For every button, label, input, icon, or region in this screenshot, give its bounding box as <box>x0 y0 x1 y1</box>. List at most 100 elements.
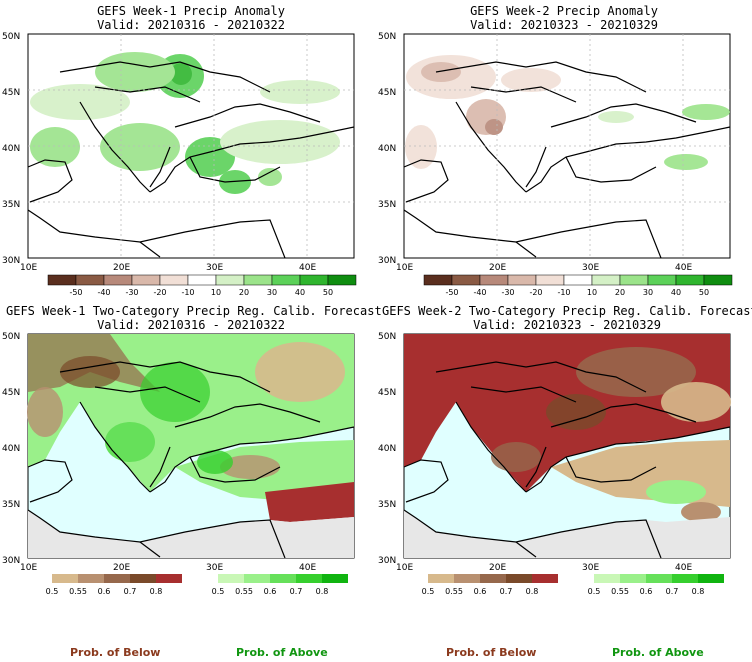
lon-label: 40E <box>299 563 316 572</box>
anomaly-colorbar-left: -50 -40 -30 -20 -10 10 20 30 40 50 <box>47 274 357 297</box>
colorbar-tick-label: 0.7 <box>666 587 679 596</box>
colorbar-swatch <box>451 274 481 286</box>
colorbar-swatch <box>47 274 77 286</box>
panel-4-valid-text: Valid: 20210323 - 20210329 <box>473 318 661 332</box>
lat-label: 35N <box>378 200 396 210</box>
colorbar-tick-label: 0.55 <box>611 587 629 596</box>
prob-above-label-left: Prob. of Above <box>236 646 328 659</box>
panel-4-map: 50N 45N 40N 35N 30N 10E 20E 30E 40E <box>378 332 731 572</box>
panel-2-valid-text: Valid: 20210323 - 20210329 <box>470 18 658 32</box>
lat-label: 50N <box>378 332 396 342</box>
lat-label: 45N <box>2 88 20 98</box>
panel-4-title: GEFS Week-2 Two-Category Precip Reg. Cal… <box>382 304 752 332</box>
probability-shading <box>404 334 731 558</box>
colorbar-swatch <box>271 274 301 286</box>
colorbar-tick-label: 10 <box>211 288 221 297</box>
colorbar-swatch <box>594 574 620 583</box>
lon-label: 20E <box>113 563 130 572</box>
lat-label: 40N <box>2 444 20 454</box>
lon-label: 40E <box>675 263 692 272</box>
lat-label: 45N <box>378 88 396 98</box>
coastlines-borders <box>27 61 355 259</box>
prob-above-colorbar-right: 0.5 0.55 0.6 0.7 0.8 <box>588 574 724 596</box>
colorbar-tick-label: 40 <box>671 288 681 297</box>
colorbar-tick-label: -40 <box>97 288 110 297</box>
lat-label: 30N <box>2 556 20 566</box>
colorbar-swatch <box>218 574 244 583</box>
colorbar-swatch <box>270 574 296 583</box>
colorbar-swatch <box>322 574 348 583</box>
colorbar-swatch <box>104 574 130 583</box>
colorbar-tick-label: 0.7 <box>290 587 303 596</box>
colorbar-tick-label: 20 <box>615 288 625 297</box>
colorbar-swatch <box>535 274 565 286</box>
colorbar-tick-label: -40 <box>473 288 486 297</box>
colorbar-swatch <box>619 274 649 286</box>
colorbar-swatch <box>479 274 509 286</box>
colorbar-swatch <box>130 574 156 583</box>
panel-4-title-text: GEFS Week-2 Two-Category Precip Reg. Cal… <box>382 304 752 318</box>
colorbar-tick-label: 0.6 <box>474 587 487 596</box>
lon-label: 40E <box>299 263 316 272</box>
prob-below-colorbar-right: 0.5 0.55 0.6 0.7 0.8 <box>422 574 558 596</box>
prob-above-label-right: Prob. of Above <box>612 646 704 659</box>
colorbar-tick-label: 30 <box>267 288 277 297</box>
colorbar-tick-label: 0.6 <box>98 587 111 596</box>
colorbar-swatch <box>156 574 182 583</box>
lon-label: 10E <box>396 263 413 272</box>
lat-label: 45N <box>2 388 20 398</box>
prob-above-colorbar-left: 0.5 0.55 0.6 0.7 0.8 <box>212 574 348 596</box>
lat-label: 35N <box>2 200 20 210</box>
colorbar-swatch <box>296 574 322 583</box>
colorbar-tick-label: -50 <box>445 288 458 297</box>
lat-label: 35N <box>378 500 396 510</box>
colorbar-swatch <box>646 574 672 583</box>
colorbar-tick-label: 0.8 <box>526 587 539 596</box>
panel-2-title-text: GEFS Week-2 Precip Anomaly <box>470 4 658 18</box>
colorbar-swatch <box>563 274 593 286</box>
colorbar-tick-label: 50 <box>699 288 709 297</box>
colorbar-tick-label: -30 <box>125 288 138 297</box>
lon-label: 10E <box>20 263 37 272</box>
lat-label: 50N <box>2 32 20 42</box>
panel-1-valid-text: Valid: 20210316 - 20210322 <box>97 18 285 32</box>
colorbar-tick-label: 0.55 <box>235 587 253 596</box>
colorbar-tick-label: 0.55 <box>445 587 463 596</box>
colorbar-swatch <box>672 574 698 583</box>
colorbar-tick-label: 0.8 <box>316 587 329 596</box>
colorbar-swatch <box>75 274 105 286</box>
colorbar-tick-label: 0.7 <box>500 587 513 596</box>
colorbar-swatch <box>299 274 329 286</box>
colorbar-tick-label: 40 <box>295 288 305 297</box>
lat-label: 50N <box>2 332 20 342</box>
panel-2-map: 50N 45N 40N 35N 30N 10E 20E 30E 40E <box>378 32 731 272</box>
colorbar-swatch <box>243 274 273 286</box>
colorbar-swatch <box>507 274 537 286</box>
colorbar-swatch <box>532 574 558 583</box>
lat-label: 40N <box>378 444 396 454</box>
colorbar-swatch <box>159 274 189 286</box>
lat-label: 40N <box>378 144 396 154</box>
lon-label: 20E <box>113 263 130 272</box>
colorbar-swatch <box>647 274 677 286</box>
anomaly-colorbar-right: -50 -40 -30 -20 -10 10 20 30 40 50 <box>423 274 733 297</box>
lon-label: 20E <box>489 263 506 272</box>
colorbar-swatch <box>620 574 646 583</box>
colorbar-tick-label: -50 <box>69 288 82 297</box>
lon-label: 30E <box>206 563 223 572</box>
prob-below-colorbar-left: 0.5 0.55 0.6 0.7 0.8 <box>46 574 182 596</box>
colorbar-swatch <box>215 274 245 286</box>
lat-label: 35N <box>2 500 20 510</box>
lon-label: 30E <box>582 263 599 272</box>
lat-label: 40N <box>2 144 20 154</box>
lon-label: 10E <box>396 563 413 572</box>
colorbar-swatch <box>454 574 480 583</box>
colorbar-tick-label: 10 <box>587 288 597 297</box>
colorbar-swatch <box>103 274 133 286</box>
lon-label: 30E <box>206 263 223 272</box>
panel-3-title: GEFS Week-1 Two-Category Precip Reg. Cal… <box>6 304 382 332</box>
colorbar-tick-label: 0.6 <box>640 587 653 596</box>
panel-3-valid-text: Valid: 20210316 - 20210322 <box>97 318 285 332</box>
colorbar-tick-label: -20 <box>529 288 542 297</box>
colorbar-swatch <box>698 574 724 583</box>
